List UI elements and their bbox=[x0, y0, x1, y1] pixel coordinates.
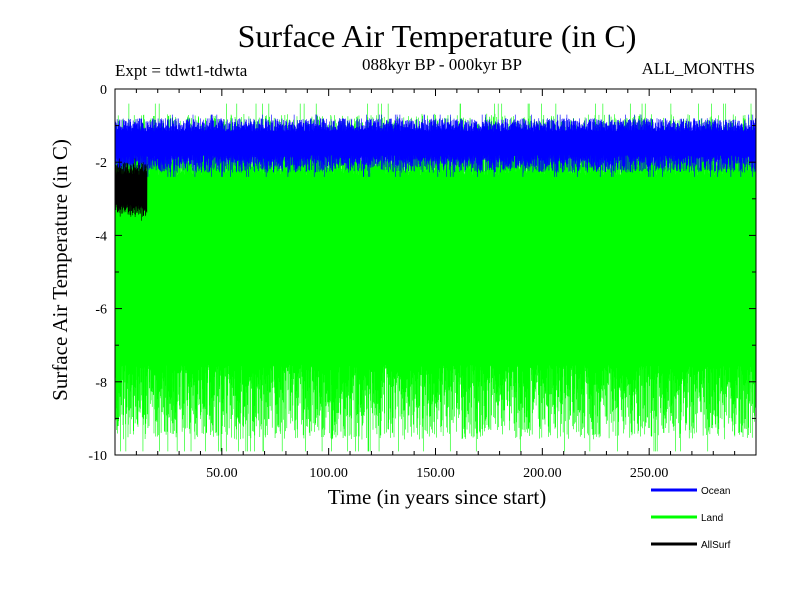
x-tick-label: 50.00 bbox=[206, 466, 238, 481]
y-axis: 0 -2 -4 -6 -8 -10 bbox=[88, 83, 756, 464]
chart-subtitle-right: ALL_MONTHS bbox=[642, 59, 755, 78]
y-tick-label: -4 bbox=[95, 229, 107, 244]
x-tick-label: 150.00 bbox=[416, 466, 455, 481]
series-line-allsurf bbox=[114, 158, 148, 221]
x-tick-label: 200.00 bbox=[523, 466, 562, 481]
y-tick-label: -8 bbox=[95, 376, 107, 391]
y-tick-label: 0 bbox=[100, 83, 107, 98]
y-tick-label: -2 bbox=[95, 156, 107, 171]
chart-subtitle-center: 088kyr BP - 000kyr BP bbox=[362, 55, 522, 74]
x-axis: 50.00 100.00 150.00 200.00 250.00 bbox=[135, 89, 736, 481]
y-axis-label: Surface Air Temperature (in C) bbox=[48, 139, 72, 401]
legend: Ocean Land AllSurf bbox=[651, 486, 731, 551]
chart-subtitle-left: Expt = tdwt1-tdwta bbox=[115, 61, 248, 80]
legend-label-allsurf: AllSurf bbox=[701, 540, 731, 551]
legend-label-land: Land bbox=[701, 513, 723, 524]
plot-series bbox=[114, 103, 757, 452]
y-tick-label: -6 bbox=[95, 303, 107, 318]
chart-title: Surface Air Temperature (in C) bbox=[238, 18, 637, 54]
series-line-ocean bbox=[114, 114, 757, 177]
x-axis-label: Time (in years since start) bbox=[328, 485, 547, 509]
y-tick-label: -10 bbox=[88, 449, 107, 464]
legend-label-ocean: Ocean bbox=[701, 486, 730, 497]
x-tick-label: 100.00 bbox=[309, 466, 348, 481]
x-tick-label: 250.00 bbox=[630, 466, 669, 481]
